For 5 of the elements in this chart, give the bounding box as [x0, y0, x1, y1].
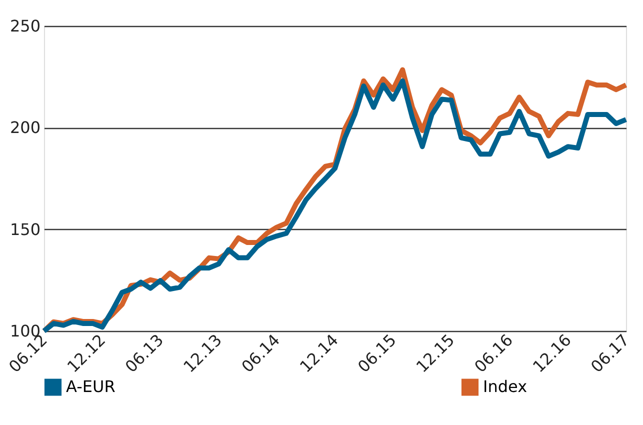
y-tick-label: 250	[10, 16, 40, 36]
legend-label: A-EUR	[66, 377, 116, 396]
y-tick-label: 150	[10, 220, 40, 239]
y-tick-label: 200	[10, 118, 40, 138]
legend-label: Index	[483, 377, 528, 396]
